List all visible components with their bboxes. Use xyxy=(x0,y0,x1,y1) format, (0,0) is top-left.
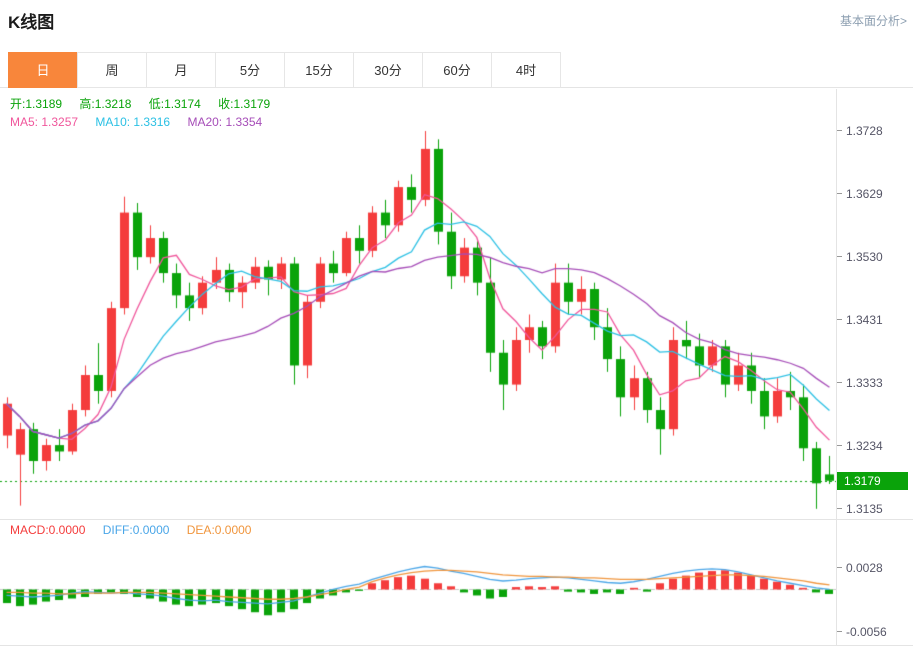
price-axis-label-3: 1.3431 xyxy=(837,312,883,327)
ma10-value: MA10: 1.3316 xyxy=(95,115,171,129)
ma20-value: MA20: 1.3354 xyxy=(187,115,263,129)
tick-mark xyxy=(837,256,842,257)
tab-5min[interactable]: 5分 xyxy=(215,52,285,88)
tick-mark xyxy=(837,319,842,320)
macd-axis-label-1: -0.0056 xyxy=(837,624,887,639)
ohlc-open: 开:1.3189 xyxy=(10,97,63,111)
tab-monthly[interactable]: 月 xyxy=(146,52,216,88)
ohlc-legend: 开:1.3189 高:1.3218 低:1.3174 收:1.3179 xyxy=(10,95,284,112)
dea-value: DEA:0.0000 xyxy=(186,523,252,537)
fundamental-analysis-link[interactable]: 基本面分析> xyxy=(839,14,907,28)
current-price-badge: 1.3179 xyxy=(837,472,908,490)
tab-daily[interactable]: 日 xyxy=(8,52,78,88)
tab-4hour[interactable]: 4时 xyxy=(491,52,561,88)
panel-divider xyxy=(0,519,913,520)
timeframe-tabs: 日 周 月 5分 15分 30分 60分 4时 xyxy=(8,52,561,88)
tick-mark xyxy=(837,567,842,568)
ma-legend: MA5: 1.3257 MA10: 1.3316 MA20: 1.3354 xyxy=(10,115,276,129)
tab-30min[interactable]: 30分 xyxy=(353,52,423,88)
price-axis-label-0: 1.3728 xyxy=(837,123,883,138)
macd-chart-canvas[interactable] xyxy=(0,520,836,645)
kline-chart-canvas[interactable] xyxy=(0,89,836,519)
bottom-border xyxy=(0,645,913,646)
ohlc-low: 低:1.3174 xyxy=(148,97,201,111)
macd-legend: MACD:0.0000 DIFF:0.0000 DEA:0.0000 xyxy=(10,523,265,537)
macd-value: MACD:0.0000 xyxy=(10,523,86,537)
tick-mark xyxy=(837,193,842,194)
tick-mark xyxy=(837,382,842,383)
tab-15min[interactable]: 15分 xyxy=(284,52,354,88)
price-axis-label-6: 1.3135 xyxy=(837,501,883,516)
price-axis-label-5: 1.3234 xyxy=(837,438,883,453)
price-axis-label-1: 1.3629 xyxy=(837,186,883,201)
page-title: K线图 xyxy=(8,13,55,32)
ohlc-close: 收:1.3179 xyxy=(218,97,271,111)
ohlc-high: 高:1.3218 xyxy=(79,97,132,111)
price-axis-line xyxy=(836,89,837,645)
price-axis-label-2: 1.3530 xyxy=(837,249,883,264)
tick-mark xyxy=(837,508,842,509)
tab-60min[interactable]: 60分 xyxy=(422,52,492,88)
ma5-value: MA5: 1.3257 xyxy=(10,115,79,129)
tick-mark xyxy=(837,445,842,446)
macd-axis-label-0: 0.0028 xyxy=(837,560,883,575)
tick-mark xyxy=(837,631,842,632)
tab-weekly[interactable]: 周 xyxy=(77,52,147,88)
tick-mark xyxy=(837,130,842,131)
price-axis-label-4: 1.3333 xyxy=(837,375,883,390)
diff-value: DIFF:0.0000 xyxy=(102,523,170,537)
